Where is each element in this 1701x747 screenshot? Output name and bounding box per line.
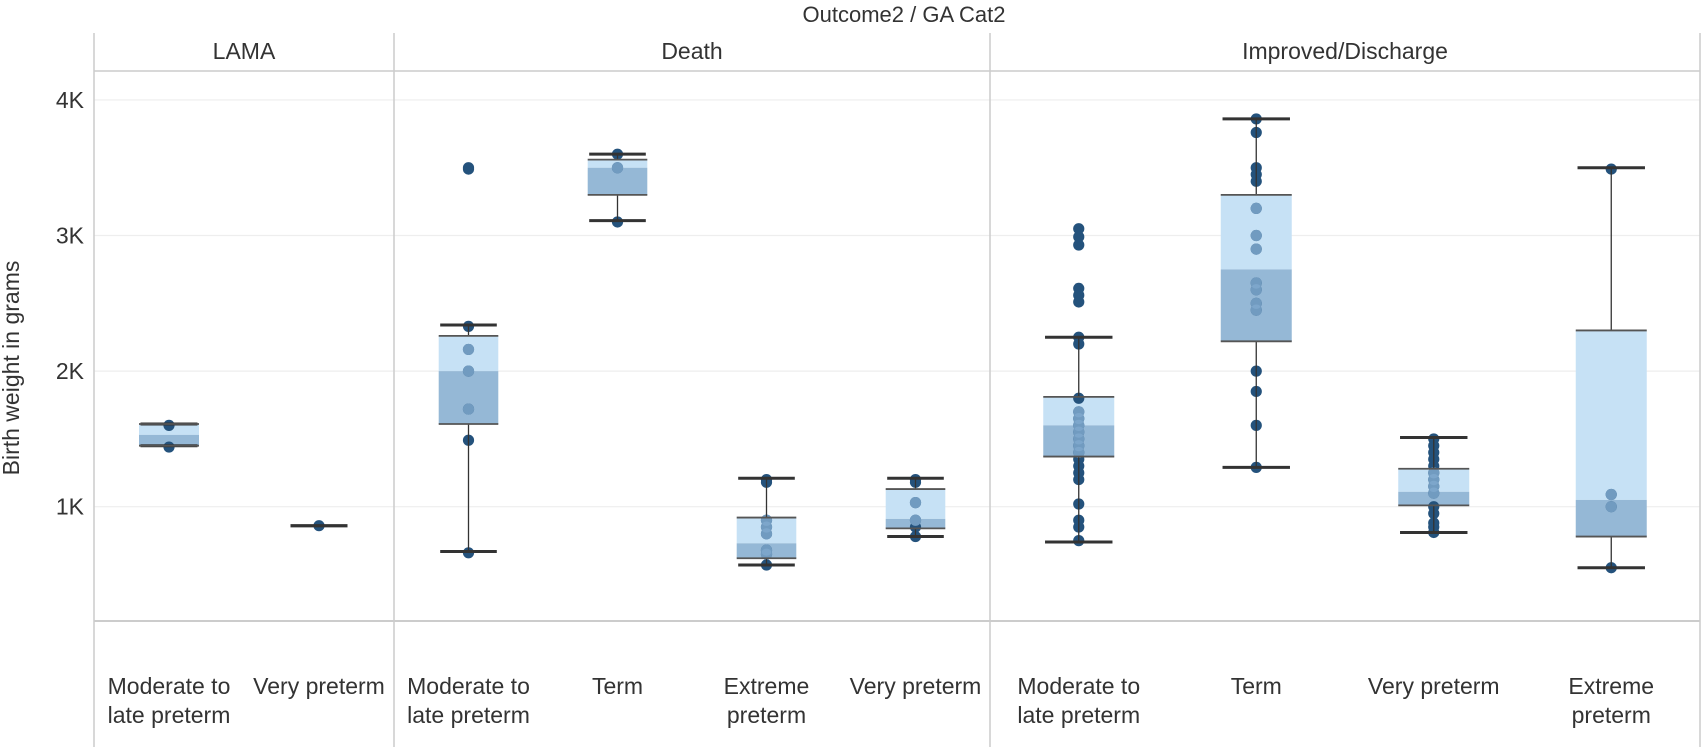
data-point-inbox-2-2-8 [1428, 487, 1440, 499]
box-lower-1-0 [438, 371, 499, 425]
y-tick-label-2: 3K [56, 223, 85, 249]
category-label-0-0-0: Moderate to [108, 673, 231, 699]
box-upper-2-3 [1575, 330, 1647, 500]
whiskers [139, 117, 1647, 570]
data-point-inbox-2-1-7 [1250, 243, 1262, 255]
data-point-inbox-1-3-2 [909, 497, 922, 509]
data-point-1-0-1 [462, 162, 475, 174]
category-label-1-3-0: Very preterm [850, 673, 982, 699]
category-label-1-2-1: preterm [727, 702, 806, 728]
category-label-1-2-0: Extreme [724, 673, 810, 699]
data-point-inbox-2-3-2 [1605, 501, 1617, 513]
data-point-2-0-1 [1073, 231, 1085, 243]
data-point-inbox-2-3-1 [1605, 488, 1617, 501]
category-label-2-0-1: late preterm [1017, 702, 1140, 728]
category-label-0-0-1: late preterm [108, 702, 231, 728]
y-tick-label-1: 2K [56, 358, 85, 384]
category-label-2-3-0: Extreme [1568, 673, 1654, 699]
data-point-inbox-1-2-6 [760, 548, 773, 560]
data-points [163, 113, 1617, 574]
data-point-inbox-1-0-5 [462, 403, 475, 415]
chart-title: Outcome2 / GA Cat2 [803, 2, 1006, 27]
y-tick-label-3: 4K [56, 87, 85, 113]
y-tick-label-0: 1K [56, 494, 85, 520]
data-point-inbox-2-1-9 [1250, 284, 1262, 296]
panel-frames [93, 33, 1701, 747]
panel-header-0: LAMA [213, 38, 276, 64]
data-point-2-0-0 [1073, 223, 1085, 235]
data-point-inbox-1-0-3 [462, 343, 475, 356]
data-point-inbox-2-0-15 [1073, 446, 1085, 459]
data-point-2-0-2 [1073, 239, 1085, 251]
data-point-2-0-8 [1073, 392, 1085, 404]
data-point-inbox-1-2-4 [760, 528, 773, 540]
gridlines [94, 99, 1700, 508]
y-axis-ticks: 1K 2K 3K 4K [56, 87, 85, 520]
data-point-inbox-2-1-5 [1250, 202, 1262, 215]
data-point-inbox-2-1-11 [1250, 304, 1262, 316]
data-point-inbox-1-3-3 [909, 514, 922, 526]
data-point-inbox-1-0-4 [462, 365, 475, 377]
data-point-2-0-5 [1073, 296, 1085, 308]
category-label-1-0-0: Moderate to [407, 673, 530, 699]
panel-header-1: Death [661, 38, 722, 64]
data-point-inbox-1-1-1 [611, 162, 624, 174]
category-label-1-1-0: Term [592, 673, 643, 699]
panel-header-2: Improved/Discharge [1242, 38, 1448, 64]
category-label-1-0-1: late preterm [407, 702, 530, 728]
boxes [139, 159, 1647, 559]
category-label-2-2-0: Very preterm [1368, 673, 1500, 699]
box-lower-0-0 [139, 434, 199, 446]
panel-headers: LAMA Death Improved/Discharge [213, 38, 1448, 64]
category-label-2-3-1: preterm [1572, 702, 1651, 728]
data-point-inbox-2-1-6 [1250, 229, 1262, 242]
category-label-0-1-0: Very preterm [253, 673, 385, 699]
category-label-2-1-0: Term [1231, 673, 1282, 699]
category-labels: Moderate to late preterm Very preterm Moder… [108, 673, 1654, 728]
y-axis-label: Birth weight in grams [0, 261, 24, 476]
category-label-2-0-0: Moderate to [1017, 673, 1140, 699]
